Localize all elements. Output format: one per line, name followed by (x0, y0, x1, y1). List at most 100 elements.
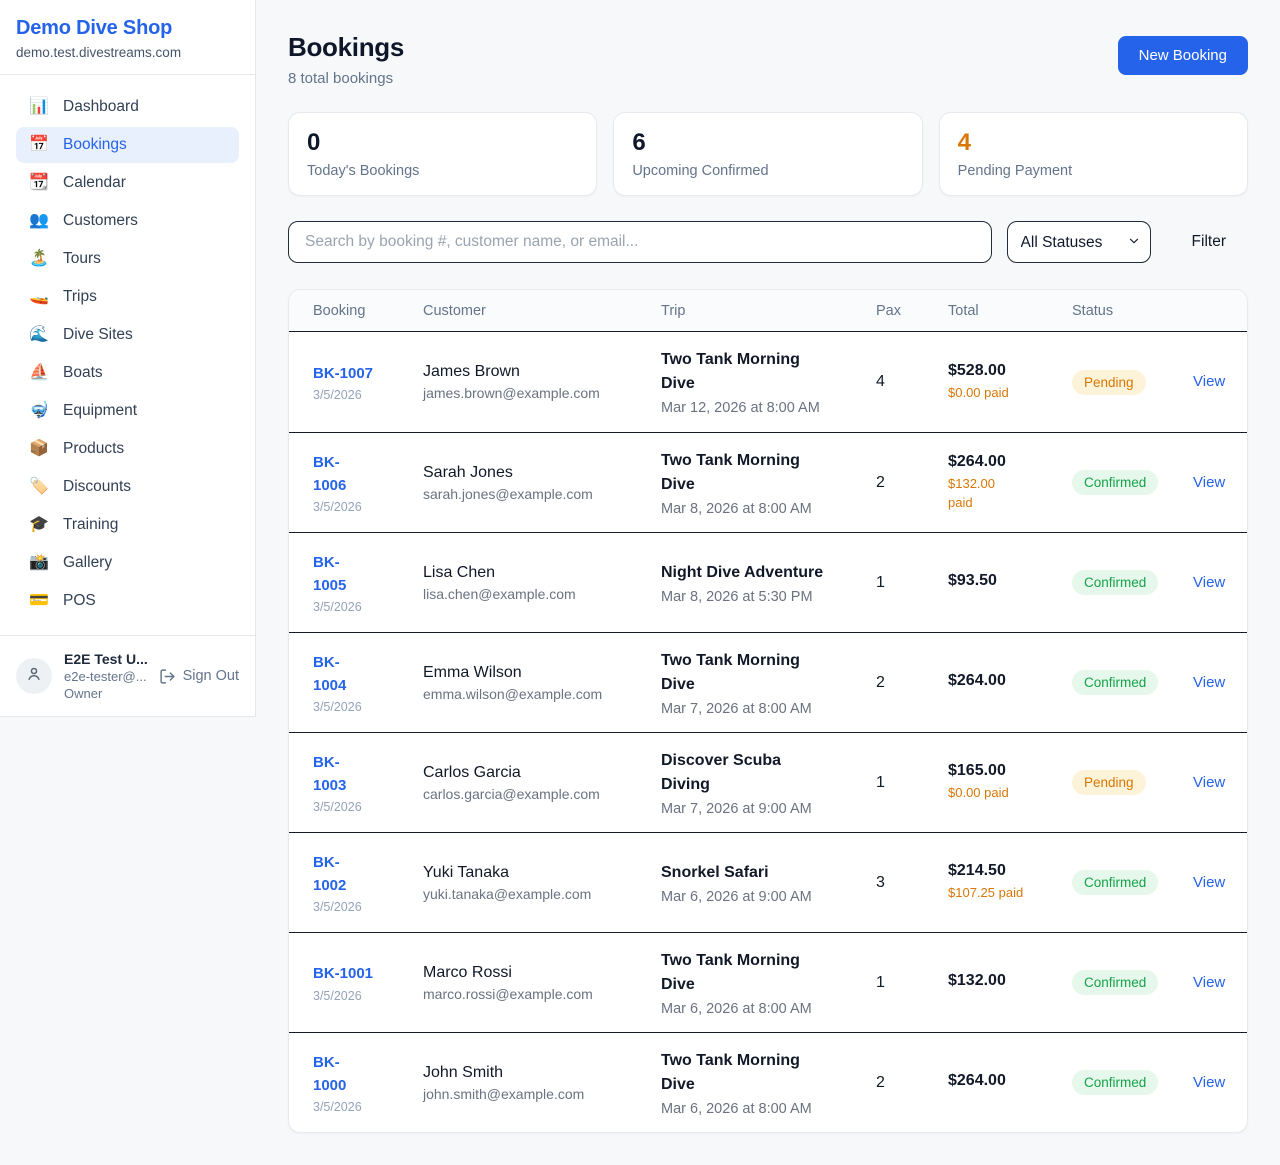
sidebar-item-pos[interactable]: 💳 POS (16, 583, 239, 619)
booking-cell: BK- 1002 3/5/2026 (313, 851, 423, 915)
sidebar-item-training[interactable]: 🎓 Training (16, 507, 239, 543)
table-row: BK-1001 3/5/2026 Marco Rossi marco.rossi… (289, 932, 1247, 1032)
sign-out-button[interactable]: Sign Out (159, 668, 239, 685)
sidebar-item-customers[interactable]: 👥 Customers (16, 203, 239, 239)
nav-item-label: Gallery (63, 554, 113, 571)
view-link[interactable]: View (1193, 673, 1226, 691)
sidebar-item-equipment[interactable]: 🤿 Equipment (16, 393, 239, 429)
pax-cell: 3 (876, 873, 885, 891)
nav-item-icon: 📸 (29, 554, 49, 571)
sidebar-item-dive-sites[interactable]: 🌊 Dive Sites (16, 317, 239, 353)
customer-cell: Sarah Jones sarah.jones@example.com (423, 464, 661, 502)
sidebar-item-gallery[interactable]: 📸 Gallery (16, 545, 239, 581)
view-cell: View (1193, 874, 1225, 892)
customer-name: Emma Wilson (423, 663, 522, 681)
trip-name: Two Tank Morning Dive (661, 351, 800, 392)
nav-item-icon: 🚤 (29, 288, 49, 305)
nav-item-icon: 🤿 (29, 402, 49, 419)
column-header-pax: Pax (876, 302, 901, 319)
view-link[interactable]: View (1193, 873, 1226, 891)
sidebar-nav: 📊 Dashboard 📅 Bookings 📆 Calendar 👥 Cust… (0, 75, 255, 635)
trip-time: Mar 6, 2026 at 8:00 AM (661, 1100, 812, 1117)
total-amount: $264.00 (948, 672, 1006, 689)
table-row: BK- 1003 3/5/2026 Carlos Garcia carlos.g… (289, 732, 1247, 832)
nav-item-label: Discounts (63, 478, 132, 495)
sidebar-item-products[interactable]: 📦 Products (16, 431, 239, 467)
sidebar-item-calendar[interactable]: 📆 Calendar (16, 165, 239, 201)
sidebar-item-dashboard[interactable]: 📊 Dashboard (16, 89, 239, 125)
booking-id-link[interactable]: BK-1001 (313, 965, 374, 983)
view-cell: View (1193, 574, 1225, 592)
table-header-row: Booking Customer Trip Pax Total Status (289, 290, 1247, 332)
nav-item-label: Dive Sites (63, 326, 133, 343)
sidebar-item-trips[interactable]: 🚤 Trips (16, 279, 239, 315)
status-badge: Pending (1072, 770, 1146, 795)
table-row: BK- 1002 3/5/2026 Yuki Tanaka yuki.tanak… (289, 832, 1247, 932)
table-row: BK-1007 3/5/2026 James Brown james.brown… (289, 332, 1247, 432)
pax-cell: 1 (876, 973, 885, 991)
user-role: Owner (64, 686, 103, 701)
trip-name: Two Tank Morning Dive (661, 451, 800, 493)
nav-item-icon: 💳 (29, 592, 49, 609)
table-row: BK- 1005 3/5/2026 Lisa Chen lisa.chen@ex… (289, 532, 1247, 632)
nav-item-label: Customers (63, 212, 138, 229)
view-link[interactable]: View (1193, 573, 1226, 591)
paid-amount: $107.25 paid (948, 885, 1024, 901)
user-name: E2E Test U... (64, 651, 148, 667)
sidebar-item-tours[interactable]: 🏝️ Tours (16, 241, 239, 277)
status-filter-select[interactable]: All Statuses (1006, 221, 1151, 263)
total-cell: $264.00 (948, 672, 1072, 693)
customer-name: Yuki Tanaka (423, 863, 509, 881)
trip-name: Two Tank Morning Dive (661, 1051, 800, 1093)
total-cell: $264.00 $132.00 paid (948, 453, 1072, 513)
customer-cell: Yuki Tanaka yuki.tanaka@example.com (423, 864, 661, 902)
booking-id-link[interactable]: BK-1007 (313, 364, 374, 382)
booking-id-link[interactable]: BK- 1006 (313, 453, 347, 494)
trip-cell: Two Tank Morning Dive Mar 7, 2026 at 8:0… (661, 649, 876, 717)
total-cell: $165.00 $0.00 paid (948, 762, 1072, 803)
status-badge: Confirmed (1072, 870, 1159, 895)
trip-time: Mar 6, 2026 at 9:00 AM (661, 888, 812, 905)
booking-date: 3/5/2026 (313, 900, 362, 915)
booking-id-link[interactable]: BK- 1003 (313, 753, 347, 794)
column-header-total: Total (948, 302, 979, 319)
new-booking-button[interactable]: New Booking (1117, 36, 1248, 75)
sidebar-item-bookings[interactable]: 📅 Bookings (16, 127, 239, 163)
booking-id-link[interactable]: BK- 1002 (313, 853, 347, 894)
filter-button[interactable]: Filter (1170, 233, 1248, 251)
booking-cell: BK- 1005 3/5/2026 (313, 551, 423, 615)
view-link[interactable]: View (1193, 473, 1226, 491)
status-cell: Confirmed (1072, 870, 1193, 895)
user-email: e2e-tester@... (64, 669, 147, 684)
nav-item-icon: ⛵ (29, 364, 49, 381)
nav-item-label: Bookings (63, 136, 127, 153)
booking-id-link[interactable]: BK- 1004 (313, 653, 347, 694)
booking-date: 3/5/2026 (313, 388, 362, 403)
search-input[interactable] (288, 221, 992, 263)
view-link[interactable]: View (1193, 373, 1226, 390)
table-row: BK- 1006 3/5/2026 Sarah Jones sarah.jone… (289, 432, 1247, 532)
brand-domain: demo.test.divestreams.com (16, 45, 182, 60)
status-badge: Confirmed (1072, 570, 1159, 595)
view-cell: View (1193, 974, 1225, 992)
column-header-customer: Customer (423, 302, 486, 319)
user-info: E2E Test U... e2e-tester@... Owner (64, 651, 148, 701)
nav-item-icon: 📅 (29, 136, 49, 153)
trip-time: Mar 8, 2026 at 8:00 AM (661, 500, 812, 517)
customer-name: James Brown (423, 363, 520, 380)
booking-id-link[interactable]: BK- 1000 (313, 1053, 347, 1094)
trip-name: Two Tank Morning Dive (661, 951, 800, 993)
view-link[interactable]: View (1193, 1073, 1226, 1091)
avatar (16, 658, 52, 694)
pax-cell: 2 (876, 473, 885, 491)
view-cell: View (1193, 474, 1225, 492)
view-link[interactable]: View (1193, 973, 1226, 991)
brand-name[interactable]: Demo Dive Shop (16, 17, 173, 39)
page-subtitle: 8 total bookings (288, 70, 394, 87)
view-link[interactable]: View (1193, 773, 1226, 791)
sidebar-item-discounts[interactable]: 🏷️ Discounts (16, 469, 239, 505)
stat-label: Pending Payment (957, 162, 1073, 179)
sidebar-item-boats[interactable]: ⛵ Boats (16, 355, 239, 391)
nav-item-icon: 📊 (29, 98, 49, 115)
booking-id-link[interactable]: BK- 1005 (313, 553, 347, 594)
